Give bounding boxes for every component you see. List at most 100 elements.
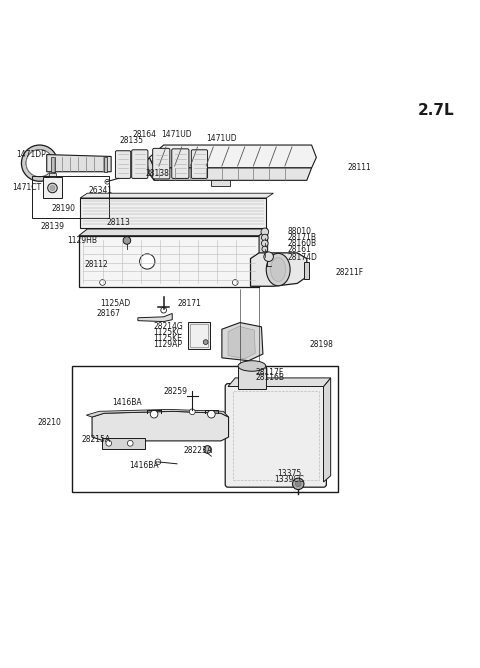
Circle shape bbox=[207, 410, 215, 418]
Text: 28160B: 28160B bbox=[288, 239, 317, 248]
Text: 1125AD: 1125AD bbox=[101, 299, 131, 309]
FancyBboxPatch shape bbox=[192, 150, 207, 178]
Bar bbox=[33, 176, 109, 218]
Polygon shape bbox=[154, 168, 312, 180]
Text: 28135: 28135 bbox=[119, 136, 143, 145]
Circle shape bbox=[190, 409, 195, 415]
Text: 26341: 26341 bbox=[89, 186, 113, 195]
Ellipse shape bbox=[238, 361, 266, 371]
Polygon shape bbox=[149, 145, 316, 168]
Text: 1471CT: 1471CT bbox=[12, 182, 41, 192]
FancyBboxPatch shape bbox=[132, 150, 148, 178]
Text: 28139: 28139 bbox=[40, 222, 64, 230]
Text: 1339CC: 1339CC bbox=[275, 474, 304, 484]
Text: 28116B: 28116B bbox=[256, 373, 285, 382]
Circle shape bbox=[155, 459, 161, 465]
Circle shape bbox=[50, 186, 55, 190]
Circle shape bbox=[106, 440, 112, 446]
Text: 28259: 28259 bbox=[164, 387, 188, 395]
Bar bbox=[79, 236, 259, 287]
Polygon shape bbox=[228, 378, 331, 387]
Circle shape bbox=[127, 440, 133, 446]
Circle shape bbox=[295, 481, 301, 487]
Text: 28161: 28161 bbox=[288, 244, 312, 254]
Text: 13375: 13375 bbox=[277, 469, 301, 478]
Bar bbox=[49, 173, 56, 177]
Ellipse shape bbox=[271, 258, 286, 281]
Text: 28210: 28210 bbox=[37, 418, 61, 427]
Circle shape bbox=[161, 307, 167, 313]
Polygon shape bbox=[147, 158, 154, 180]
Polygon shape bbox=[324, 378, 331, 482]
Text: 28113: 28113 bbox=[107, 218, 130, 227]
Text: 1416BA: 1416BA bbox=[112, 398, 142, 407]
Text: 1129AP: 1129AP bbox=[153, 341, 182, 349]
Text: 88010: 88010 bbox=[288, 227, 312, 236]
Circle shape bbox=[100, 280, 106, 285]
Text: 28112: 28112 bbox=[85, 261, 108, 269]
Polygon shape bbox=[92, 411, 228, 441]
Text: 1416BA: 1416BA bbox=[129, 461, 159, 470]
Circle shape bbox=[140, 254, 155, 269]
Bar bbox=[233, 391, 319, 480]
Text: 28111: 28111 bbox=[348, 164, 372, 172]
Bar bbox=[189, 321, 210, 349]
Text: 2.7L: 2.7L bbox=[417, 103, 454, 118]
Text: 28198: 28198 bbox=[309, 341, 333, 349]
Bar bbox=[104, 157, 108, 172]
Text: 1471UD: 1471UD bbox=[206, 134, 237, 143]
Text: 1471DP: 1471DP bbox=[16, 150, 46, 159]
Polygon shape bbox=[86, 409, 228, 417]
Bar bbox=[51, 157, 55, 172]
Circle shape bbox=[264, 252, 274, 261]
Polygon shape bbox=[79, 229, 268, 236]
Bar bbox=[43, 177, 61, 198]
Text: 1471UD: 1471UD bbox=[161, 130, 192, 139]
Circle shape bbox=[26, 150, 53, 176]
Polygon shape bbox=[251, 253, 307, 287]
Polygon shape bbox=[138, 313, 172, 321]
Circle shape bbox=[150, 410, 158, 418]
Polygon shape bbox=[259, 229, 268, 287]
Text: 1125KC: 1125KC bbox=[153, 328, 182, 337]
Bar bbox=[211, 180, 230, 186]
Text: 28138: 28138 bbox=[145, 169, 169, 178]
Text: 28190: 28190 bbox=[51, 204, 75, 213]
Circle shape bbox=[203, 340, 208, 345]
Bar bbox=[238, 366, 266, 389]
FancyBboxPatch shape bbox=[225, 383, 326, 487]
Circle shape bbox=[48, 183, 57, 193]
Text: 28117F: 28117F bbox=[256, 367, 284, 377]
Bar bbox=[304, 263, 309, 279]
Ellipse shape bbox=[266, 253, 290, 286]
Text: 28171B: 28171B bbox=[288, 232, 317, 242]
Circle shape bbox=[105, 180, 110, 184]
Polygon shape bbox=[228, 327, 255, 359]
Text: 28167: 28167 bbox=[97, 309, 121, 319]
Text: 28211F: 28211F bbox=[336, 269, 363, 277]
Circle shape bbox=[204, 446, 211, 454]
Circle shape bbox=[232, 280, 238, 285]
Text: 28164: 28164 bbox=[132, 130, 156, 139]
Circle shape bbox=[123, 236, 131, 244]
Text: 28174D: 28174D bbox=[288, 253, 318, 262]
Circle shape bbox=[262, 240, 268, 246]
Bar bbox=[191, 323, 207, 347]
FancyBboxPatch shape bbox=[153, 148, 170, 179]
Bar bbox=[80, 198, 266, 228]
Text: 28214G: 28214G bbox=[153, 322, 183, 331]
Circle shape bbox=[261, 228, 269, 236]
Text: 28215A: 28215A bbox=[82, 436, 111, 444]
FancyBboxPatch shape bbox=[116, 151, 131, 178]
Polygon shape bbox=[47, 154, 111, 172]
Bar bbox=[72, 366, 338, 492]
Text: 28171: 28171 bbox=[177, 299, 201, 309]
Circle shape bbox=[292, 478, 304, 490]
Circle shape bbox=[262, 246, 268, 252]
Text: 1125KE: 1125KE bbox=[153, 334, 182, 343]
Polygon shape bbox=[222, 323, 263, 361]
Bar bbox=[102, 438, 144, 448]
FancyBboxPatch shape bbox=[172, 149, 189, 178]
Text: 1129HB: 1129HB bbox=[67, 236, 97, 245]
Polygon shape bbox=[80, 193, 274, 198]
